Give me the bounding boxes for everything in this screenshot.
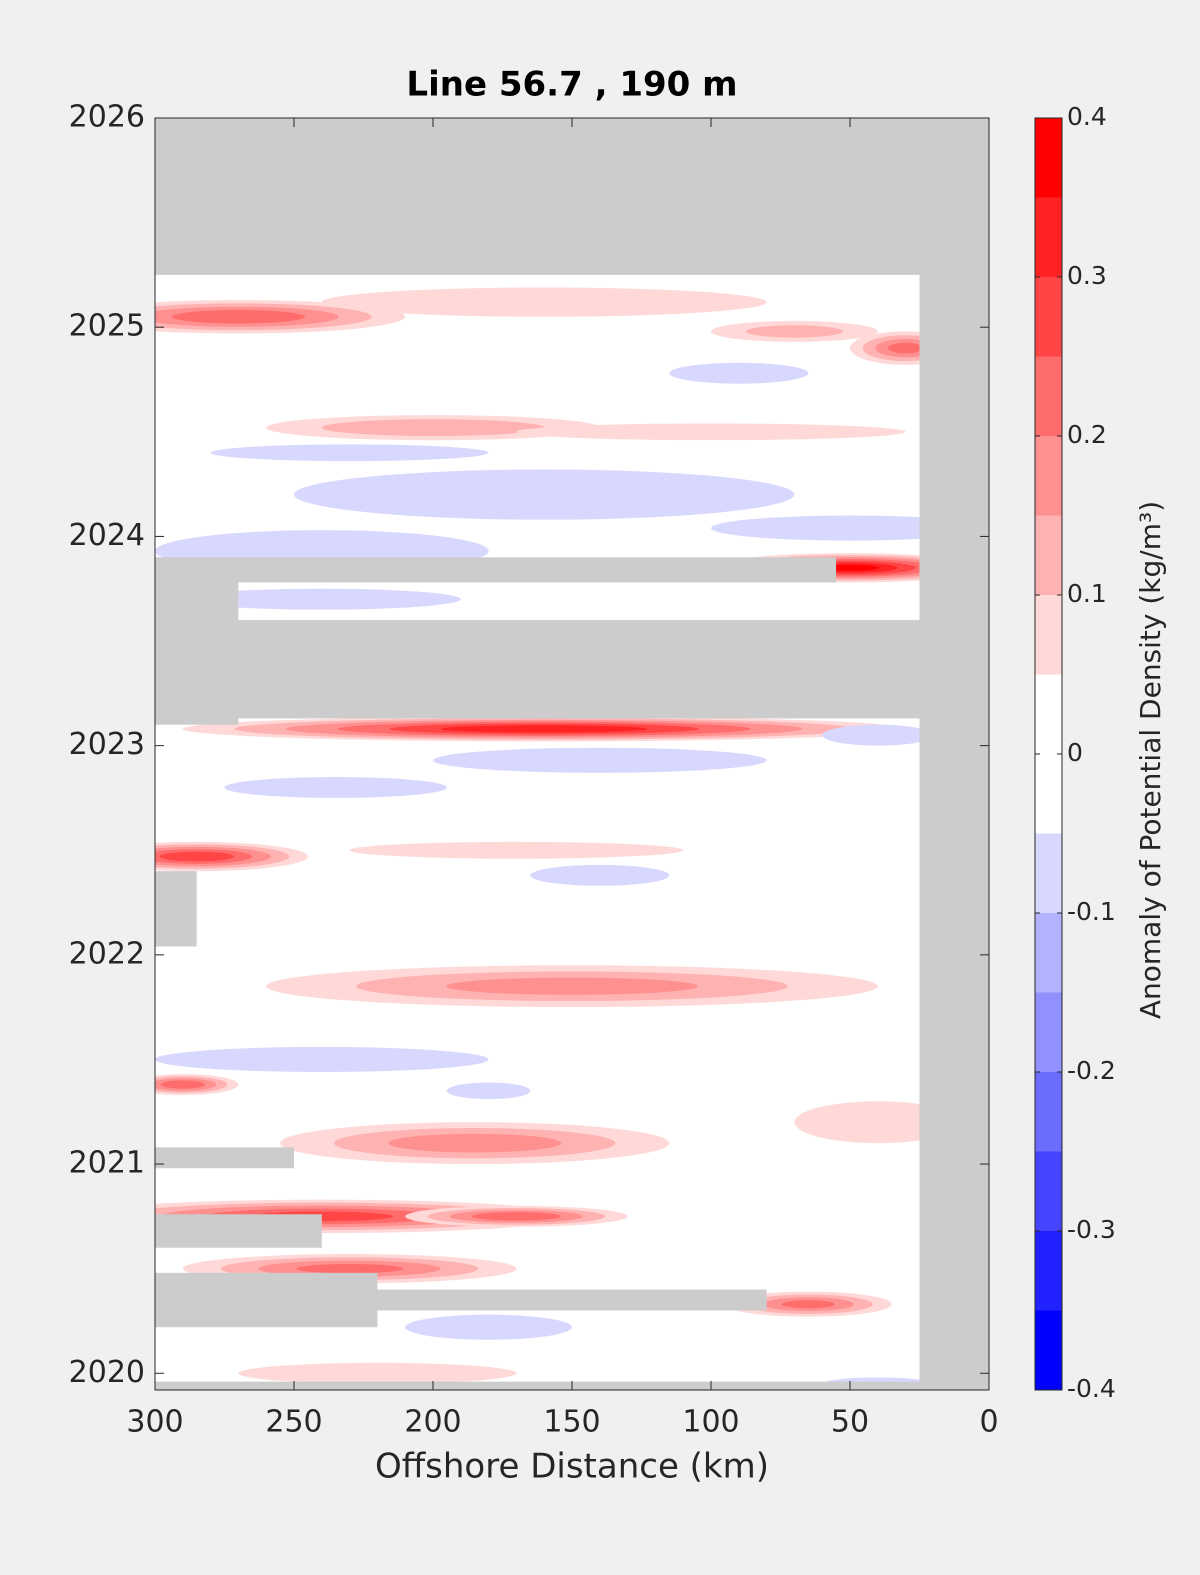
colorbar-band bbox=[1035, 754, 1062, 834]
colorbar-band bbox=[1035, 118, 1062, 198]
colorbar-label: Anomaly of Potential Density (kg/m³) bbox=[1134, 501, 1167, 1019]
y-tick-label: 2024 bbox=[69, 518, 145, 553]
colorbar-tick-label: -0.2 bbox=[1067, 1056, 1116, 1085]
missing-data bbox=[155, 557, 239, 725]
colorbar-tick-label: 0.3 bbox=[1067, 261, 1107, 290]
missing-data bbox=[155, 1147, 294, 1169]
missing-data bbox=[155, 620, 920, 719]
contour-region bbox=[822, 724, 934, 746]
missing-data bbox=[155, 118, 989, 275]
missing-data bbox=[155, 557, 837, 583]
plot-layer bbox=[155, 118, 989, 1390]
y-tick-label: 2026 bbox=[69, 100, 145, 135]
contour-region bbox=[794, 1101, 962, 1144]
colorbar-band bbox=[1035, 436, 1062, 516]
axes-layer: 300 250 200 150 100 50 0 2020 2021 2022 2023 2024 20… bbox=[69, 100, 1116, 1440]
colorbar-tick-label: 0.1 bbox=[1067, 579, 1107, 608]
contour-region bbox=[781, 1300, 835, 1309]
contour-region bbox=[887, 342, 924, 354]
contour-region bbox=[171, 310, 306, 324]
y-tick-label: 2021 bbox=[69, 1146, 145, 1181]
contour-region bbox=[349, 841, 684, 859]
colorbar-tick-label: -0.1 bbox=[1067, 897, 1116, 926]
contour-region bbox=[471, 1212, 561, 1221]
x-tick-label: 150 bbox=[543, 1405, 600, 1440]
contour-region bbox=[440, 725, 648, 733]
colorbar-band bbox=[1035, 595, 1062, 675]
contour-region bbox=[446, 1082, 531, 1100]
contour-region bbox=[224, 777, 447, 798]
colorbar-band bbox=[1035, 1072, 1062, 1152]
contour-region bbox=[388, 1133, 562, 1153]
missing-data bbox=[155, 1289, 767, 1311]
x-axis-label: Offshore Distance (km) bbox=[375, 1447, 769, 1487]
missing-data bbox=[155, 1381, 920, 1390]
contour-region bbox=[433, 747, 767, 773]
contour-region bbox=[294, 469, 795, 520]
contour-region bbox=[745, 325, 844, 338]
missing-data bbox=[155, 1214, 322, 1248]
colorbar-tick-label: 0.2 bbox=[1067, 420, 1107, 449]
y-tick-label: 2020 bbox=[69, 1355, 145, 1390]
contour-region bbox=[321, 419, 545, 437]
contour-region bbox=[669, 362, 809, 384]
x-tick-label: 300 bbox=[126, 1405, 183, 1440]
y-tick-label: 2022 bbox=[69, 936, 145, 971]
y-tick-label: 2025 bbox=[69, 309, 145, 344]
colorbar-band bbox=[1035, 1231, 1062, 1311]
colorbar-band bbox=[1035, 197, 1062, 277]
contour-region bbox=[446, 977, 698, 995]
contour-region bbox=[210, 444, 489, 462]
colorbar-tick-label: -0.4 bbox=[1067, 1374, 1116, 1403]
y-tick-label: 2023 bbox=[69, 727, 145, 762]
contour-region bbox=[405, 1314, 572, 1340]
colorbar-tick-label: 0.4 bbox=[1067, 102, 1107, 131]
missing-data bbox=[919, 118, 989, 1390]
missing-data bbox=[155, 871, 197, 947]
contour-region bbox=[238, 1362, 517, 1384]
x-tick-label: 0 bbox=[979, 1405, 998, 1440]
colorbar-band bbox=[1035, 1151, 1062, 1231]
contour-region bbox=[160, 1080, 206, 1089]
colorbar-band bbox=[1035, 277, 1062, 357]
colorbar-band bbox=[1035, 515, 1062, 595]
contour-region bbox=[516, 423, 906, 441]
contour-region bbox=[530, 864, 670, 886]
colorbar-tick-label: -0.3 bbox=[1067, 1215, 1116, 1244]
colorbar-band bbox=[1035, 833, 1062, 913]
x-tick-label: 250 bbox=[265, 1405, 322, 1440]
chart-title: Line 56.7 , 190 m bbox=[406, 65, 737, 105]
colorbar-tick-label: 0 bbox=[1067, 738, 1083, 767]
contour-region bbox=[159, 851, 234, 862]
contour-region bbox=[155, 1046, 489, 1072]
x-tick-label: 100 bbox=[682, 1405, 739, 1440]
colorbar-band bbox=[1035, 674, 1062, 754]
contour-region bbox=[296, 1263, 403, 1274]
colorbar-band bbox=[1035, 992, 1062, 1072]
x-tick-label: 200 bbox=[404, 1405, 461, 1440]
colorbar-band bbox=[1035, 913, 1062, 993]
colorbar-band bbox=[1035, 356, 1062, 436]
contour-region bbox=[321, 287, 767, 317]
colorbar-band bbox=[1035, 1310, 1062, 1390]
x-tick-label: 50 bbox=[831, 1405, 869, 1440]
contour-region bbox=[182, 588, 461, 610]
